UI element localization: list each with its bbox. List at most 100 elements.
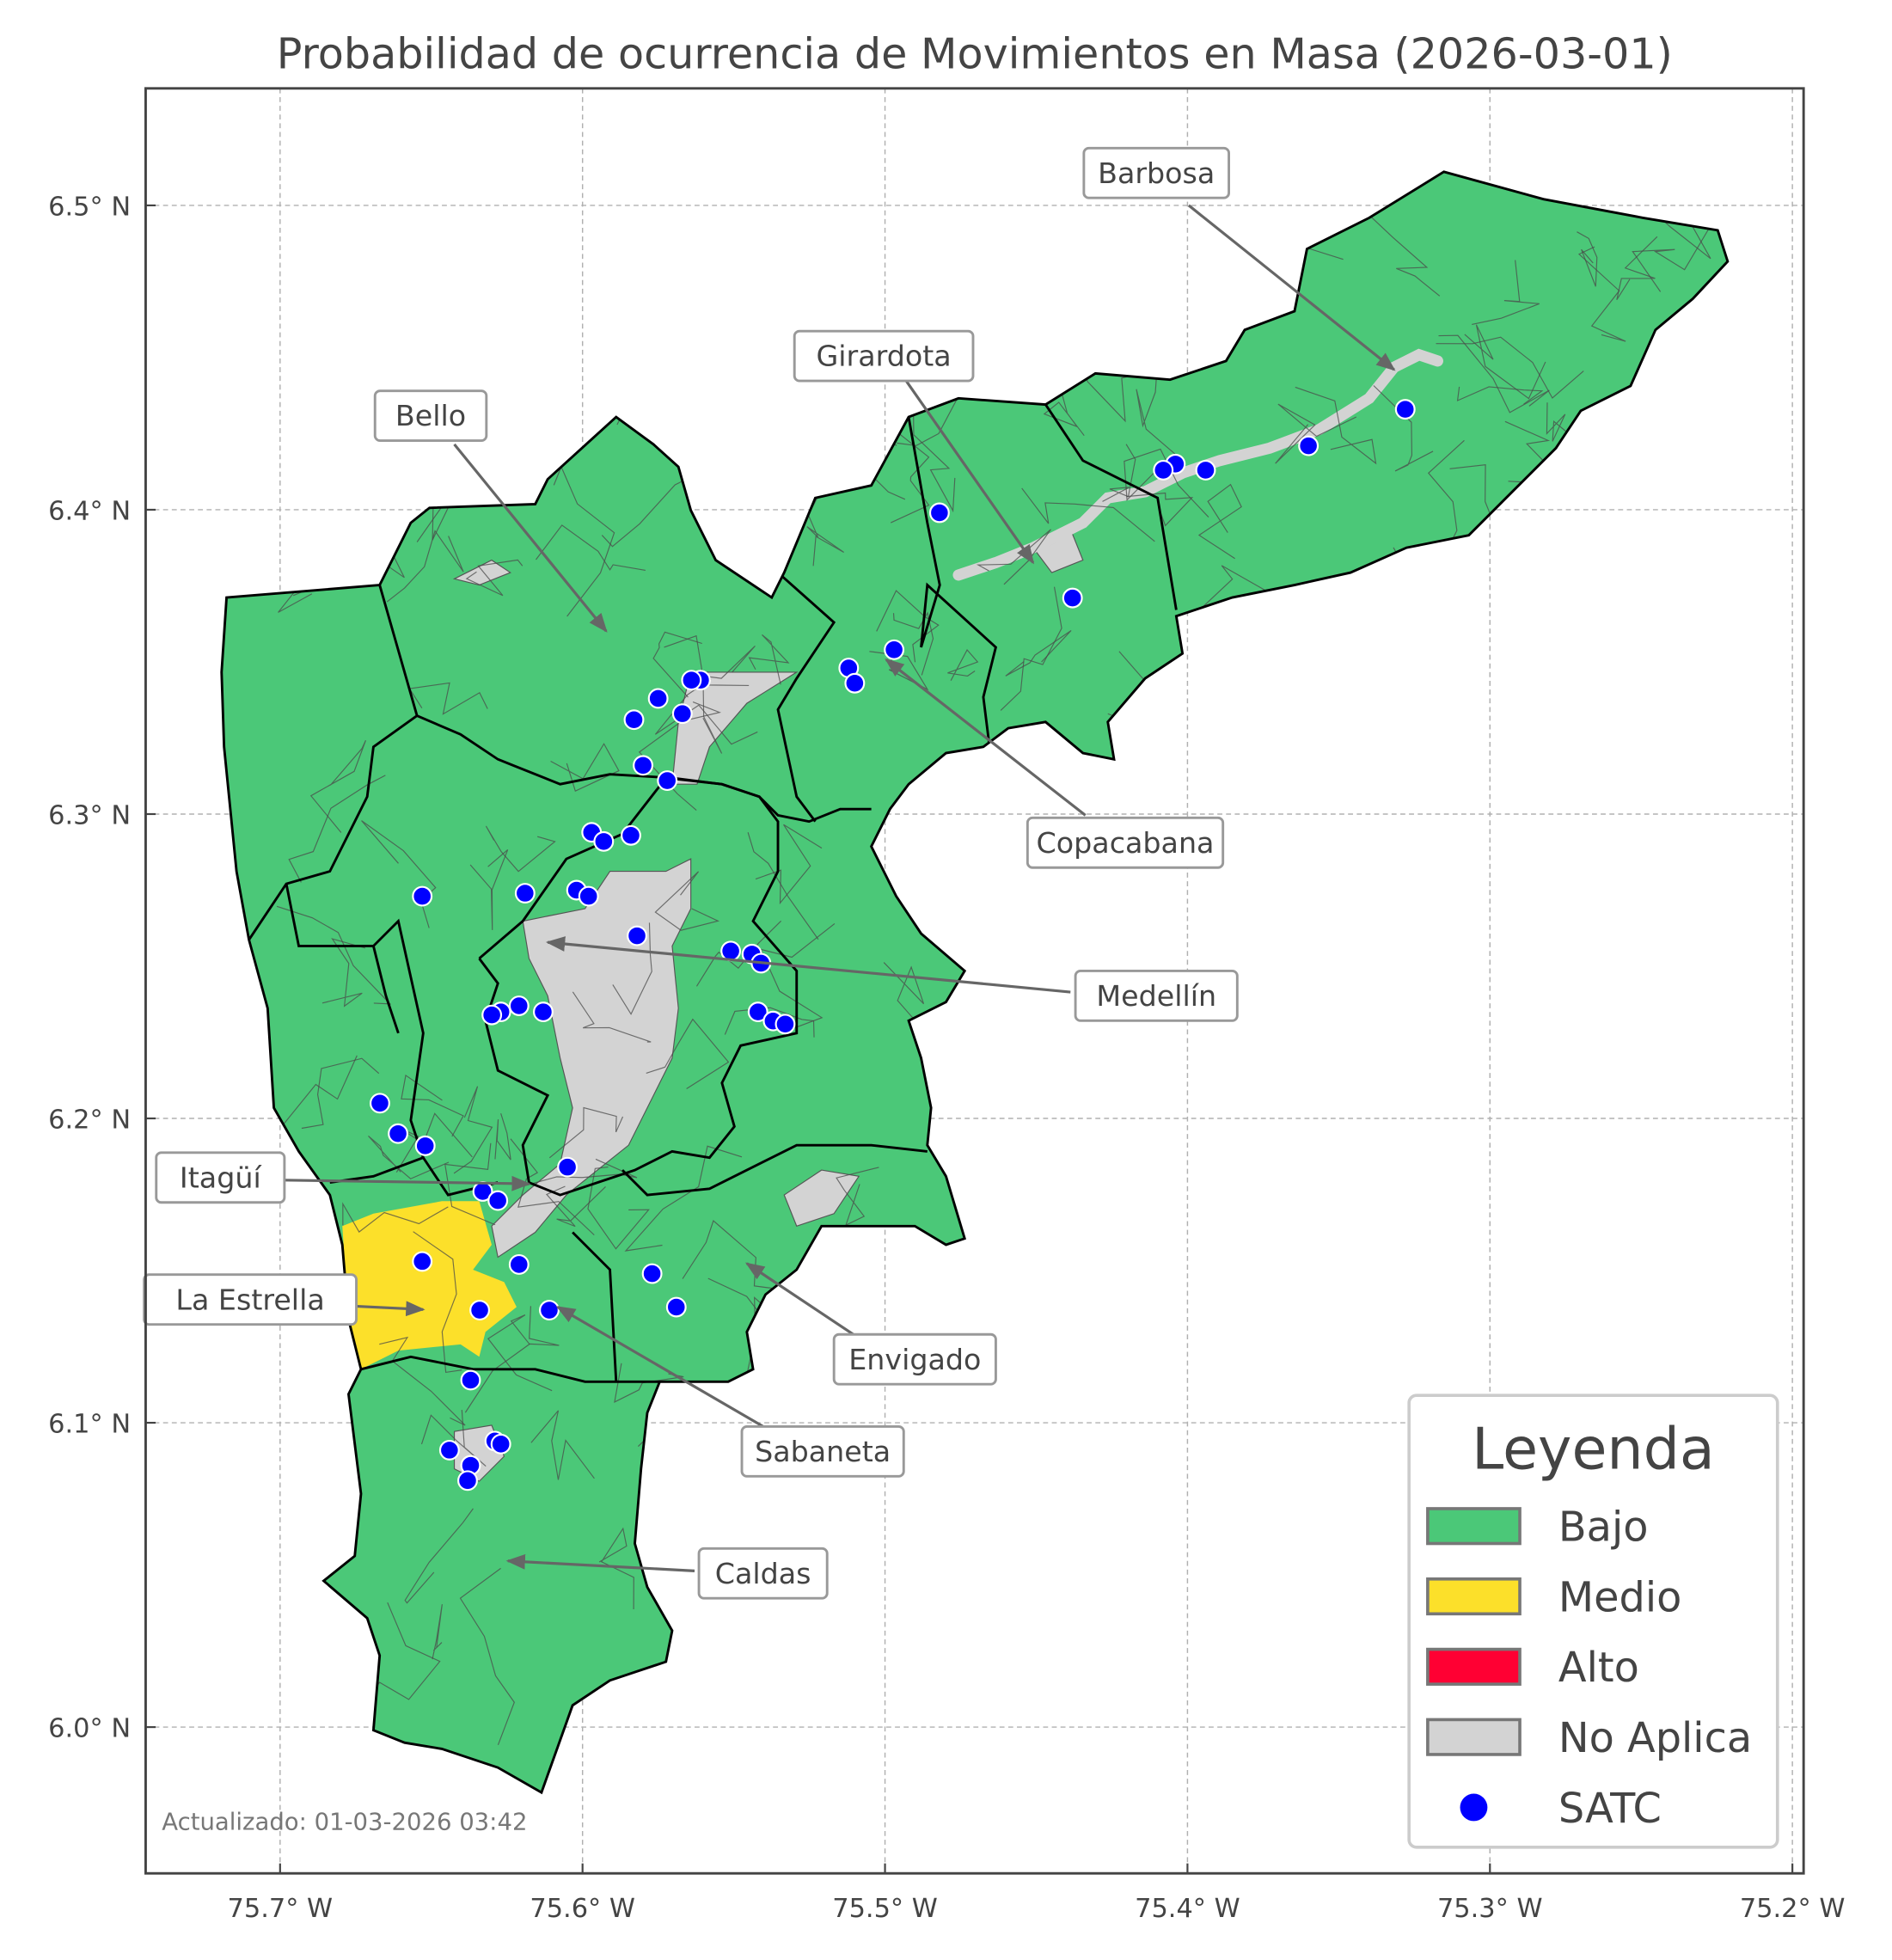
satc-point[interactable] xyxy=(414,1135,436,1156)
annotation-box xyxy=(740,1424,905,1478)
satc-point[interactable] xyxy=(1153,459,1174,481)
x-tick-label: 75.7° W xyxy=(228,1894,334,1924)
annotation-girardota: Girardota xyxy=(793,329,1035,565)
annotation-arrow xyxy=(453,443,608,633)
satc-point[interactable] xyxy=(671,703,693,725)
satc-point[interactable] xyxy=(665,1296,687,1318)
x-tick-label: 75.5° W xyxy=(832,1894,938,1924)
legend-swatch xyxy=(1426,1647,1522,1686)
satc-point[interactable] xyxy=(508,1254,530,1275)
annotation-label: Envigado xyxy=(848,1343,981,1376)
map-title: Probabilidad de ocurrencia de Movimiento… xyxy=(277,29,1673,79)
annotation-arrow xyxy=(1187,204,1396,371)
axis-ticks: 75.7° W 75.6° W 75.5° W 75.4° W 75.3° W 75.2°… xyxy=(48,193,1845,1924)
annotation-arrow xyxy=(346,1301,426,1317)
annotation-itag-: Itagüí xyxy=(155,1151,531,1204)
annotation-box xyxy=(155,1151,286,1204)
annotation-caldas: Caldas xyxy=(505,1547,829,1600)
annotation-label: Barbosa xyxy=(1098,156,1215,190)
annotation-box xyxy=(1074,969,1239,1022)
y-tick-label: 6.3° N xyxy=(48,801,131,831)
legend-title: Leyenda xyxy=(1472,1416,1715,1483)
satc-point[interactable] xyxy=(681,670,702,691)
y-tick-label: 6.1° N xyxy=(48,1410,131,1440)
satc-point[interactable] xyxy=(623,709,645,731)
satc-point[interactable] xyxy=(747,1001,768,1023)
satc-point[interactable] xyxy=(412,885,433,907)
satc-point[interactable] xyxy=(487,1190,509,1211)
satc-point[interactable] xyxy=(1298,435,1320,456)
region-medio-la-estrella xyxy=(342,1201,517,1369)
annotation-label: Sabaneta xyxy=(755,1435,891,1468)
x-tick-label: 75.4° W xyxy=(1135,1894,1240,1924)
satc-point[interactable] xyxy=(508,995,530,1016)
annotation-la-estrella: La Estrella xyxy=(143,1273,426,1326)
legend-item-medio: Medio xyxy=(1426,1574,1681,1621)
satc-point[interactable] xyxy=(720,940,742,962)
satc-point[interactable] xyxy=(844,672,866,694)
annotation-arrow xyxy=(904,380,1035,565)
legend-swatch xyxy=(1426,1718,1522,1756)
annotation-envigado: Envigado xyxy=(744,1262,997,1386)
y-tick-label: 6.4° N xyxy=(48,497,131,527)
satc-point[interactable] xyxy=(657,770,678,791)
legend-item-bajo: Bajo xyxy=(1426,1504,1648,1552)
satc-point[interactable] xyxy=(514,883,536,903)
annotation-label: Medellín xyxy=(1096,979,1216,1013)
satc-point[interactable] xyxy=(469,1300,491,1321)
annotation-arrow xyxy=(545,936,1071,994)
satc-point[interactable] xyxy=(578,885,599,907)
satc-point[interactable] xyxy=(533,1001,554,1023)
satc-point[interactable] xyxy=(412,1251,433,1272)
region-no-aplica xyxy=(491,858,692,1259)
annotation-label: Bello xyxy=(395,399,466,432)
satc-point[interactable] xyxy=(490,1433,511,1455)
satc-point[interactable] xyxy=(1394,399,1416,420)
satc-point[interactable] xyxy=(1062,587,1083,609)
satc-point[interactable] xyxy=(633,755,654,776)
legend-swatch xyxy=(1426,1507,1522,1546)
region-bajo xyxy=(221,171,1728,1793)
satc-point[interactable] xyxy=(621,824,641,846)
satc-point[interactable] xyxy=(627,925,647,946)
satc-point[interactable] xyxy=(775,1014,796,1035)
annotation-label: Girardota xyxy=(816,340,951,373)
satc-point[interactable] xyxy=(460,1369,481,1391)
annotation-barbosa: Barbosa xyxy=(1082,146,1396,371)
satc-point[interactable] xyxy=(593,830,615,852)
annotation-medell-n: Medellín xyxy=(545,936,1239,1022)
satc-points xyxy=(369,399,1416,1491)
annotation-label: Itagüí xyxy=(180,1161,263,1194)
annotation-arrow xyxy=(505,1553,695,1572)
satc-point[interactable] xyxy=(539,1300,560,1321)
annotation-box xyxy=(373,389,488,443)
satc-point[interactable] xyxy=(481,1004,503,1026)
annotation-label: Caldas xyxy=(715,1557,811,1590)
annotation-box xyxy=(1082,146,1231,199)
municipal-boundaries xyxy=(248,403,1178,1383)
legend-label: Alto xyxy=(1558,1645,1639,1692)
annotation-box xyxy=(1026,816,1225,869)
annotation-arrow xyxy=(276,1175,531,1191)
satc-point[interactable] xyxy=(438,1439,460,1461)
x-tick-label: 75.2° W xyxy=(1740,1894,1846,1924)
satc-point[interactable] xyxy=(457,1470,478,1491)
y-tick-label: 6.2° N xyxy=(48,1106,131,1136)
satc-point[interactable] xyxy=(647,688,669,709)
legend-label: Medio xyxy=(1558,1574,1681,1621)
legend-item-alto: Alto xyxy=(1426,1645,1639,1692)
satc-point[interactable] xyxy=(1195,459,1216,481)
x-tick-label: 75.6° W xyxy=(530,1894,635,1924)
satc-point[interactable] xyxy=(641,1263,663,1284)
satc-point[interactable] xyxy=(388,1123,408,1144)
annotation-box xyxy=(143,1273,358,1326)
satc-point[interactable] xyxy=(884,639,905,660)
annotation-box xyxy=(697,1547,829,1600)
satc-point[interactable] xyxy=(557,1156,579,1178)
satc-point[interactable] xyxy=(369,1093,390,1114)
annotation-bello: Bello xyxy=(373,389,608,633)
legend-swatch xyxy=(1426,1577,1522,1616)
satc-point[interactable] xyxy=(928,502,950,524)
legend-label: No Aplica xyxy=(1558,1715,1752,1762)
